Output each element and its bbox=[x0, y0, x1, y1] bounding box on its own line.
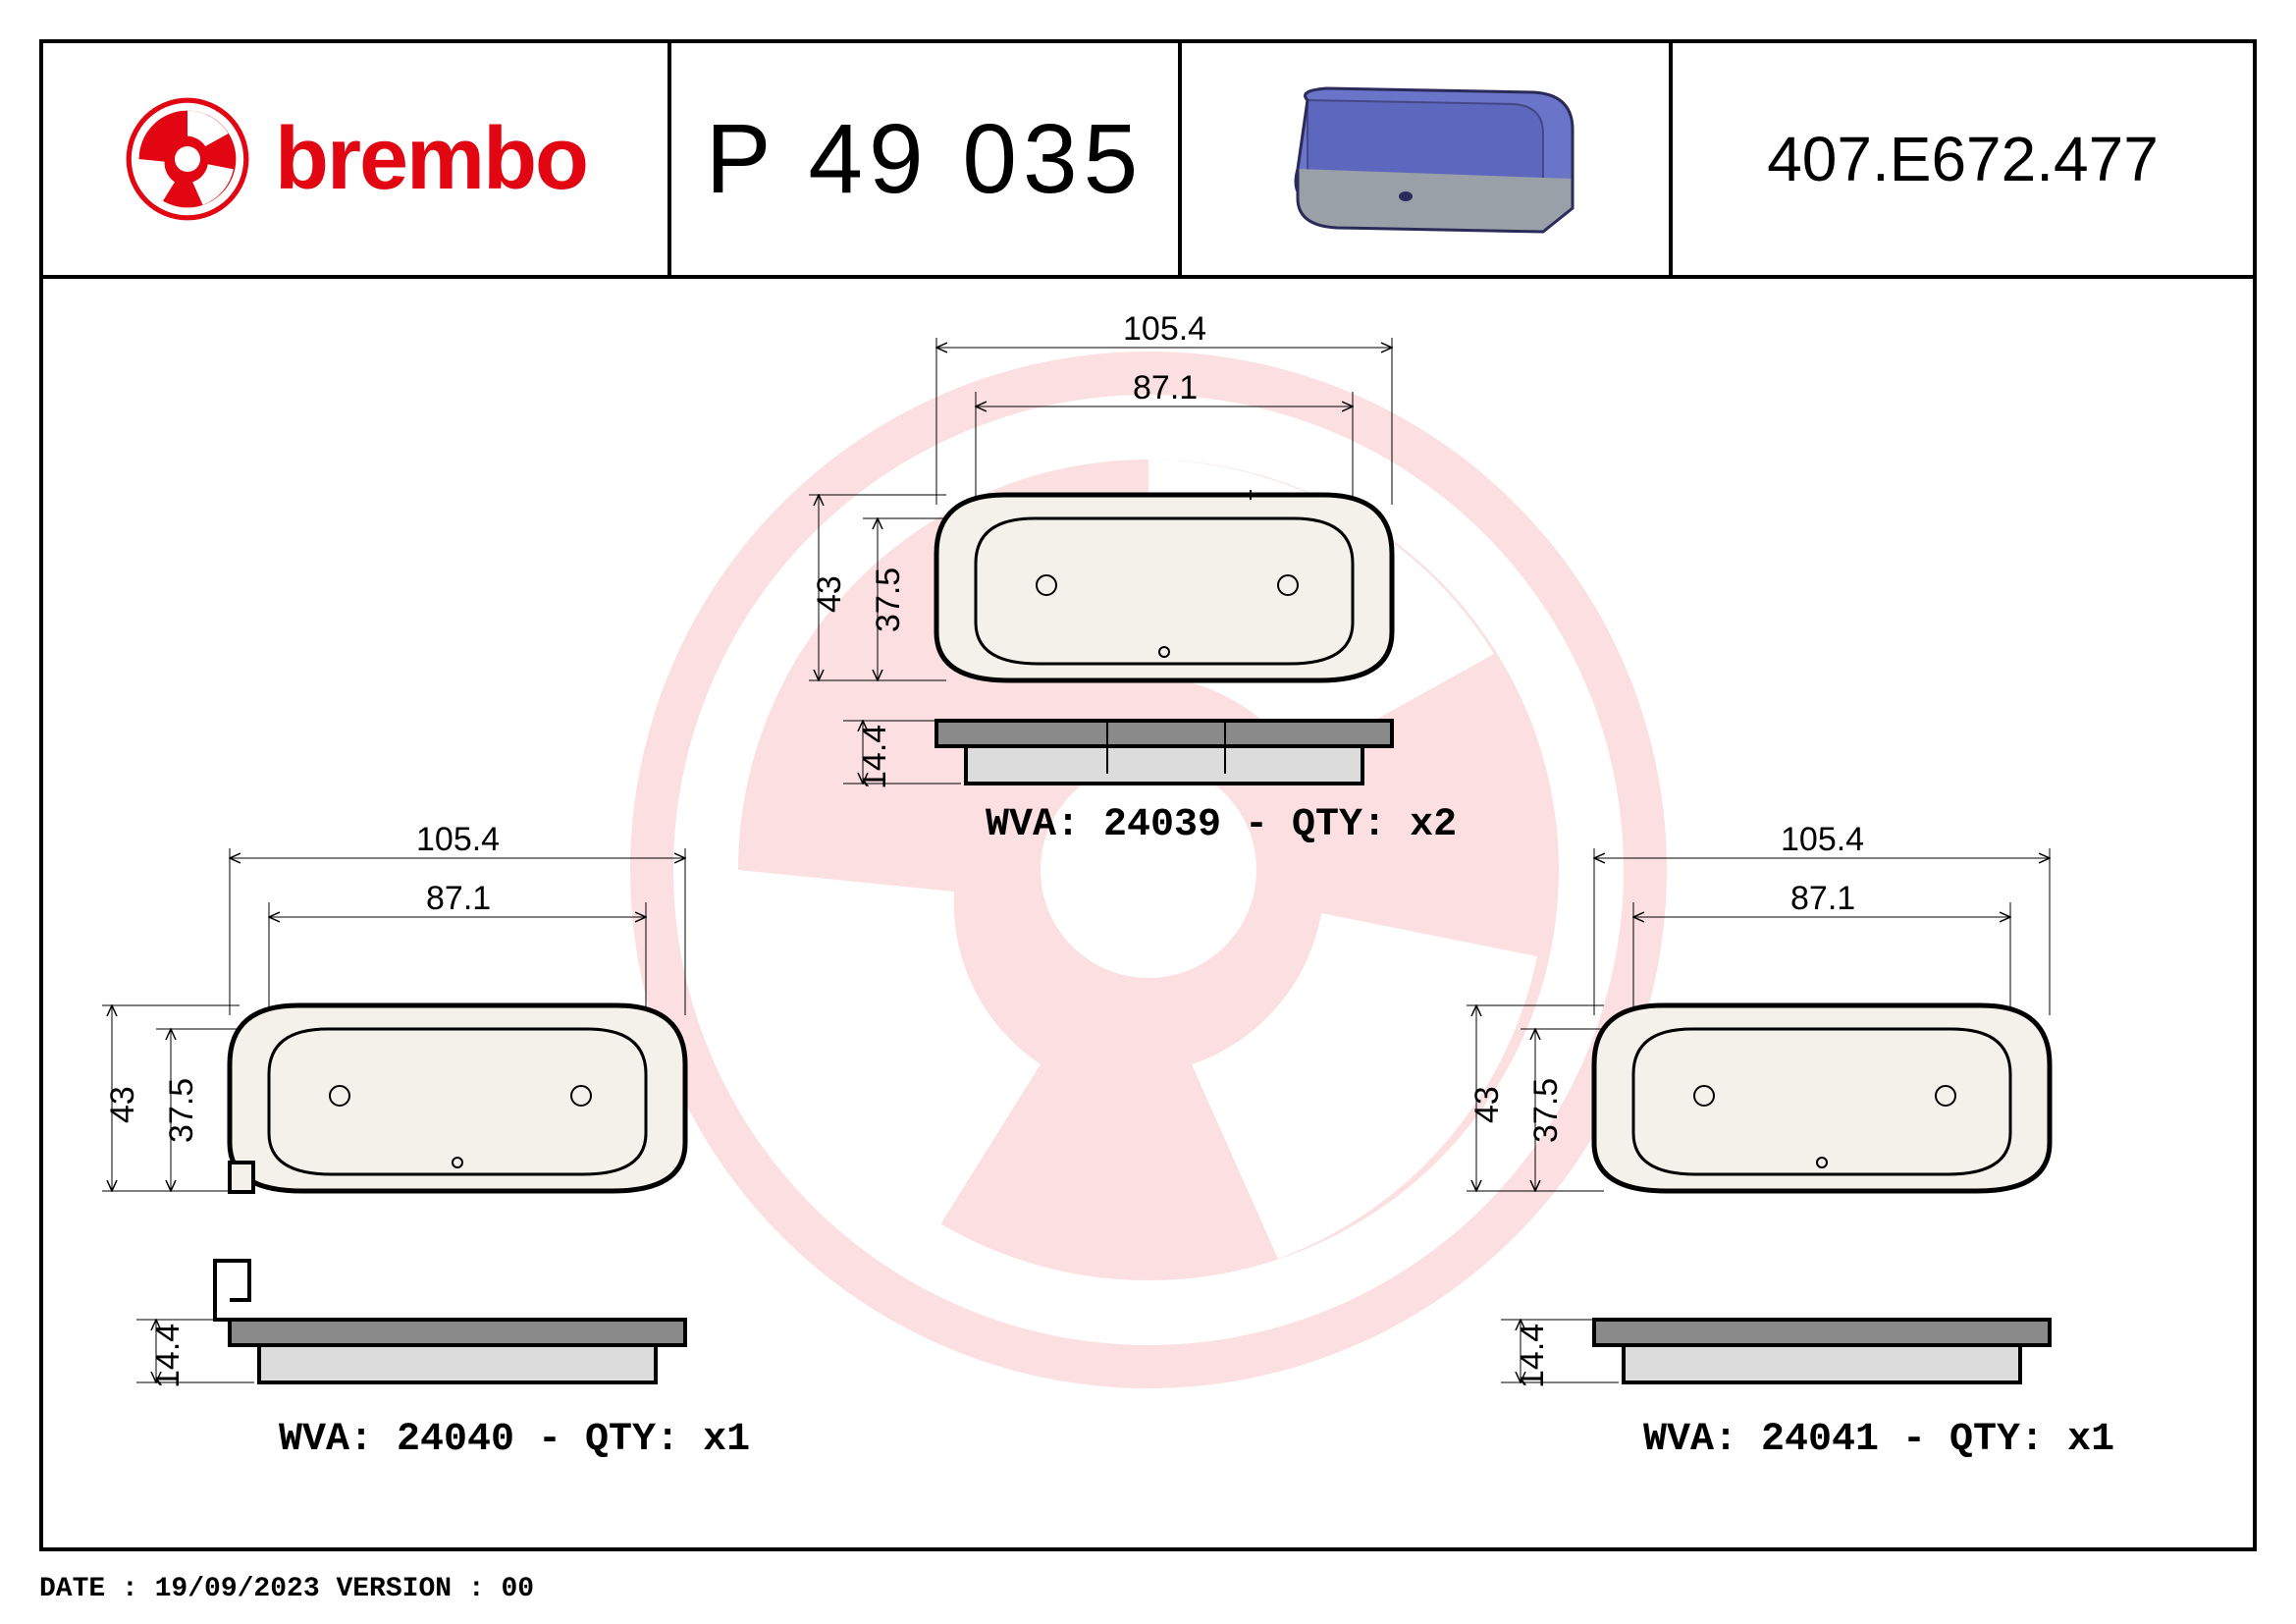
dim-thickness: 14.4 bbox=[149, 1324, 187, 1388]
pad-block-24040: 105.4 87.1 43 37.5 14.4 WVA: 24040 - QTY… bbox=[82, 809, 828, 1516]
brand-cell: brembo bbox=[43, 43, 671, 275]
dim-outer-width: 105.4 bbox=[1123, 310, 1206, 349]
drawing-code-cell: 407.E672.477 bbox=[1673, 43, 2253, 275]
part-number: P 49 035 bbox=[706, 103, 1145, 216]
dim-outer-height: 43 bbox=[1468, 1086, 1507, 1123]
wva-label-24041: WVA: 24041 - QTY: x1 bbox=[1643, 1418, 2114, 1462]
drawing-area: 105.4 87.1 43 37.5 14.4 WVA: 24039 - QTY… bbox=[43, 279, 2253, 1547]
dim-inner-height: 37.5 bbox=[870, 568, 908, 632]
brake-pad-render-icon bbox=[1249, 71, 1602, 247]
part-number-cell: P 49 035 bbox=[671, 43, 1182, 275]
dim-inner-height: 37.5 bbox=[1527, 1078, 1566, 1143]
drawing-code: 407.E672.477 bbox=[1767, 123, 2159, 195]
dim-thickness: 14.4 bbox=[856, 725, 894, 789]
wva-label-24039: WVA: 24039 - QTY: x2 bbox=[986, 803, 1457, 847]
brembo-logo: brembo bbox=[124, 95, 587, 223]
dim-thickness: 14.4 bbox=[1514, 1324, 1552, 1388]
product-render-cell bbox=[1182, 43, 1673, 275]
pad-block-24039: 105.4 87.1 43 37.5 14.4 WVA: 24039 - QTY… bbox=[789, 298, 1535, 848]
brembo-disc-icon bbox=[124, 95, 251, 223]
dim-outer-width: 105.4 bbox=[416, 821, 500, 859]
pad-block-24041: 105.4 87.1 43 37.5 14.4 WVA: 24041 - QTY… bbox=[1447, 809, 2193, 1516]
footer-meta: DATE : 19/09/2023 VERSION : 00 bbox=[39, 1574, 534, 1604]
dim-outer-height: 43 bbox=[811, 575, 849, 613]
header-row: brembo P 49 035 407.E672.477 bbox=[43, 43, 2253, 279]
wva-label-24040: WVA: 24040 - QTY: x1 bbox=[279, 1418, 750, 1462]
dim-inner-height: 37.5 bbox=[163, 1078, 201, 1143]
dim-inner-width: 87.1 bbox=[1790, 880, 1855, 918]
brand-wordmark: brembo bbox=[275, 109, 587, 210]
dim-inner-width: 87.1 bbox=[1133, 369, 1198, 407]
dim-inner-width: 87.1 bbox=[426, 880, 491, 918]
drawing-sheet: brembo P 49 035 407.E672.477 bbox=[39, 39, 2257, 1551]
dim-outer-width: 105.4 bbox=[1781, 821, 1864, 859]
dim-outer-height: 43 bbox=[104, 1086, 142, 1123]
